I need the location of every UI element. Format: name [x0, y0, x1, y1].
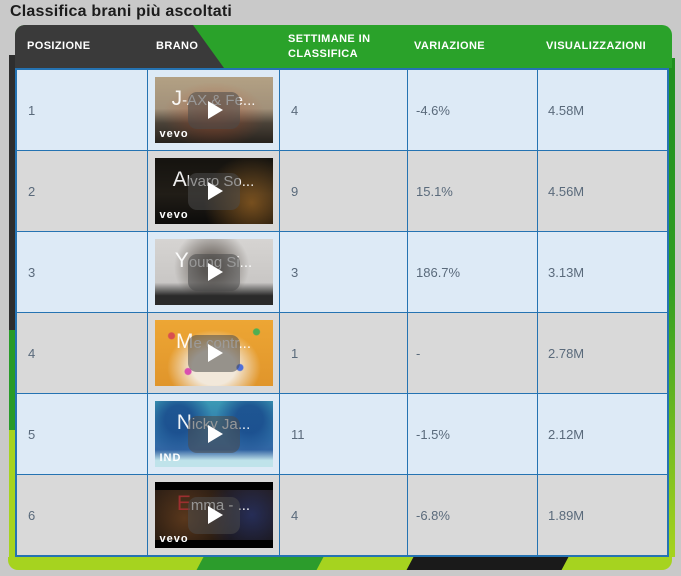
views-cell: 4.58M	[548, 102, 585, 118]
vevo-logo: vevo	[159, 128, 189, 140]
column-header-visualizzazioni: VISUALIZZAZIONI	[546, 40, 647, 53]
table-row: 6 Emma - ... vevo 4 -6.8% 1.89M	[17, 475, 667, 555]
left-stripe-green	[9, 330, 16, 430]
position-cell: 6	[17, 475, 148, 555]
play-icon[interactable]	[187, 416, 240, 453]
views-cell: 2.12M	[548, 426, 585, 442]
play-icon[interactable]	[187, 497, 240, 534]
play-icon[interactable]	[187, 173, 240, 210]
table-row: 1 J-AX & Fe... vevo 4 -4.6% 4.58M	[17, 70, 667, 151]
table-row: 5 Nicky Ja... IND 11 -1.5% 2.12M	[17, 394, 667, 475]
video-thumbnail[interactable]: Emma - ... vevo	[154, 482, 273, 548]
video-thumbnail[interactable]: Young Si...	[154, 239, 273, 305]
track-cell: Emma - ... vevo	[148, 475, 280, 555]
bottom-stripe-green-segment	[195, 557, 325, 570]
left-stripe-charcoal	[9, 55, 16, 330]
column-header-variazione: VARIAZIONE	[414, 40, 486, 53]
weeks-cell: 3	[280, 232, 408, 312]
video-thumbnail[interactable]: J-AX & Fe... vevo	[154, 77, 273, 143]
views-cell: 4.56M	[548, 183, 585, 199]
track-cell: J-AX & Fe... vevo	[148, 70, 280, 150]
position-cell: 4	[17, 313, 148, 393]
variation-cell: -1.5%	[408, 394, 538, 474]
ind-logo: IND	[159, 452, 182, 464]
video-thumbnail[interactable]: Nicky Ja... IND	[154, 401, 273, 467]
weeks-cell: 9	[280, 151, 408, 231]
table-header: POSIZIONE BRANO SETTIMANE IN CLASSIFICA …	[15, 25, 672, 68]
play-icon[interactable]	[187, 254, 240, 291]
vevo-logo: vevo	[159, 533, 189, 545]
position-cell: 2	[17, 151, 148, 231]
table-row: 3 Young Si... 3 186.7% 3.13M	[17, 232, 667, 313]
variation-cell: -	[408, 313, 538, 393]
track-cell: Young Si...	[148, 232, 280, 312]
weeks-cell: 4	[280, 70, 408, 150]
track-cell: Alvaro So... vevo	[148, 151, 280, 231]
position-cell: 1	[17, 70, 148, 150]
position-cell: 5	[17, 394, 148, 474]
weeks-cell: 4	[280, 475, 408, 555]
column-header-posizione: POSIZIONE	[27, 40, 91, 53]
left-decor-stripe	[9, 55, 16, 557]
variation-cell: 15.1%	[408, 151, 538, 231]
right-decor-stripe	[668, 58, 675, 557]
header-dark-shape	[15, 25, 224, 68]
column-header-brano: BRANO	[156, 40, 199, 53]
bottom-stripe-black-segment	[405, 557, 570, 570]
table-body: 1 J-AX & Fe... vevo 4 -4.6% 4.58M 2 Alva…	[15, 68, 669, 557]
vevo-logo: vevo	[159, 209, 189, 221]
track-cell: Nicky Ja... IND	[148, 394, 280, 474]
page-title: Classifica brani più ascoltati	[10, 3, 233, 20]
track-cell: Me contr...	[148, 313, 280, 393]
position-cell: 3	[17, 232, 148, 312]
table-row: 2 Alvaro So... vevo 9 15.1% 4.56M	[17, 151, 667, 232]
weeks-cell: 11	[280, 394, 408, 474]
views-cell: 3.13M	[548, 264, 585, 280]
left-stripe-lime	[9, 430, 16, 557]
play-icon[interactable]	[187, 335, 240, 372]
variation-cell: -6.8%	[408, 475, 538, 555]
variation-cell: -4.6%	[408, 70, 538, 150]
weeks-cell: 1	[280, 313, 408, 393]
views-cell: 2.78M	[548, 345, 585, 361]
play-icon[interactable]	[187, 92, 240, 129]
column-header-settimane: SETTIMANE IN CLASSIFICA	[288, 32, 371, 60]
video-thumbnail[interactable]: Me contr...	[154, 320, 273, 386]
video-thumbnail[interactable]: Alvaro So... vevo	[154, 158, 273, 224]
bottom-decor-stripe	[8, 557, 672, 570]
variation-cell: 186.7%	[408, 232, 538, 312]
views-cell: 1.89M	[548, 507, 585, 523]
table-row: 4 Me contr... 1 - 2.78M	[17, 313, 667, 394]
